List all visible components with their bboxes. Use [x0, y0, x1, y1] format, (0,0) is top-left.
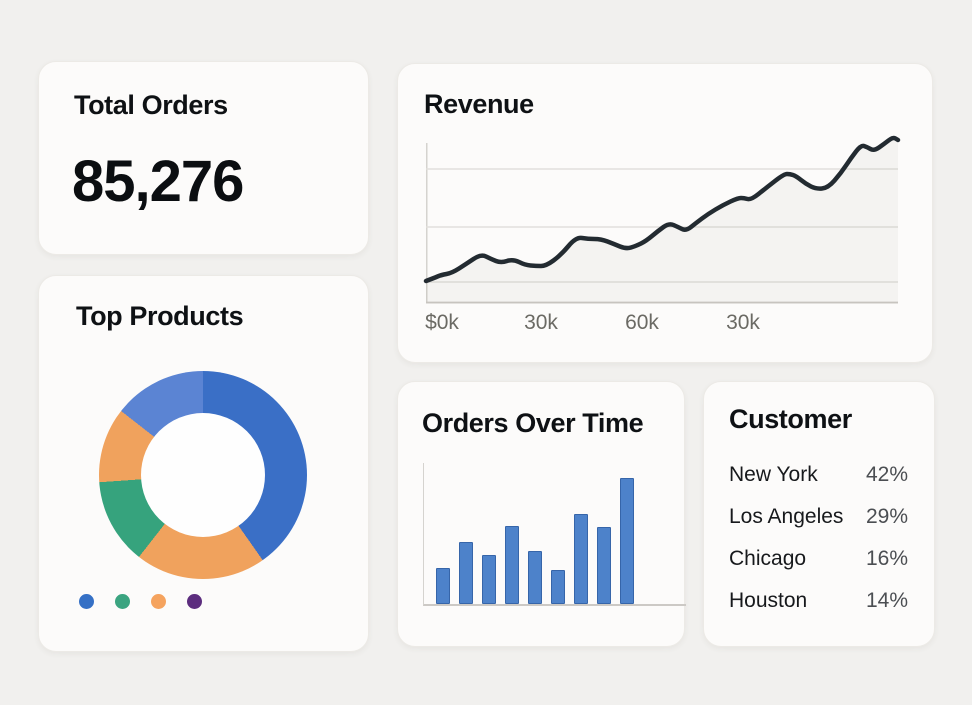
revenue-line-path — [423, 135, 901, 284]
orders-over-time-card: Orders Over Time — [397, 381, 686, 647]
legend-dot — [187, 594, 202, 609]
total-orders-card: Total Orders 85,276 — [38, 61, 369, 255]
customer-percentage: 14% — [865, 589, 908, 612]
revenue-x-axis-labels: $0k 30k 60k 30k — [398, 311, 932, 341]
revenue-card: Revenue $0k 30k 60k 30k — [397, 63, 933, 363]
bar — [482, 555, 496, 604]
orders-over-time-title: Orders Over Time — [422, 408, 644, 438]
customer-percentage: 16% — [865, 547, 908, 570]
customer-card: Customer New York 42% Los Angeles 29% Ch… — [703, 381, 935, 647]
total-orders-title: Total Orders — [74, 90, 228, 120]
x-axis-label: 30k — [726, 311, 760, 334]
customer-list: New York 42% Los Angeles 29% Chicago 16%… — [729, 454, 908, 622]
customer-city-label: Houston — [729, 589, 808, 612]
donut-hole — [141, 413, 265, 537]
x-axis-label: 60k — [625, 311, 659, 334]
bar — [436, 568, 450, 604]
customer-city-label: Chicago — [729, 547, 807, 570]
customer-row: Los Angeles 29% — [729, 496, 908, 538]
legend-dot — [115, 594, 130, 609]
customer-percentage: 42% — [865, 463, 908, 486]
total-orders-value: 85,276 — [72, 149, 244, 214]
customer-row: New York 42% — [729, 454, 908, 496]
bar — [574, 514, 588, 604]
bar — [620, 478, 634, 604]
customer-row: Chicago 16% — [729, 538, 908, 580]
customer-row: Houston 14% — [729, 580, 908, 622]
bar — [551, 570, 565, 604]
legend-dot — [79, 594, 94, 609]
bar — [528, 551, 542, 604]
revenue-area-path — [426, 138, 898, 304]
top-products-title: Top Products — [76, 301, 244, 331]
bar — [505, 526, 519, 604]
bar — [597, 527, 611, 604]
bar — [459, 542, 473, 604]
top-products-donut-chart — [99, 371, 307, 579]
top-products-card: Top Products — [38, 275, 369, 652]
customer-city-label: New York — [729, 463, 818, 486]
customer-title: Customer — [729, 404, 852, 434]
customer-city-label: Los Angeles — [729, 505, 844, 528]
orders-bar-chart — [423, 463, 686, 606]
legend-dot — [151, 594, 166, 609]
revenue-title: Revenue — [424, 89, 534, 119]
x-axis-label: 30k — [524, 311, 558, 334]
revenue-line-chart — [423, 135, 901, 304]
x-axis-label: $0k — [425, 311, 459, 334]
customer-percentage: 29% — [865, 505, 908, 528]
donut-legend — [79, 594, 202, 609]
